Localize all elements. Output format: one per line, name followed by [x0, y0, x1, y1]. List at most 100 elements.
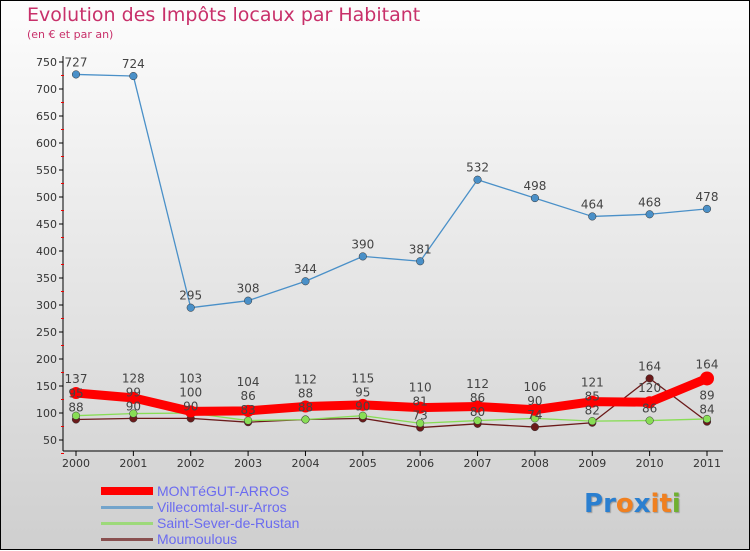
data-point — [129, 409, 138, 418]
data-point — [186, 303, 195, 312]
data-label: 83 — [240, 403, 255, 417]
data-label: 106 — [523, 380, 546, 394]
legend-swatch — [101, 537, 153, 541]
data-label: 88 — [68, 400, 83, 414]
data-point — [184, 405, 197, 418]
chart-title: Evolution des Impôts locaux par Habitant — [27, 4, 421, 26]
data-point — [645, 416, 654, 425]
data-label: 89 — [699, 389, 714, 403]
data-label: 100 — [179, 385, 202, 399]
legend: MONTéGUT-ARROS Villecomtal-sur-Arros Saint… — [101, 483, 299, 547]
data-label: 86 — [470, 391, 485, 405]
y-tick-label: 150 — [36, 380, 57, 393]
y-tick-label: 700 — [36, 83, 57, 96]
legend-label: Saint-Sever-de-Rustan — [157, 514, 300, 531]
data-label: 724 — [122, 57, 145, 71]
data-label: 73 — [413, 409, 428, 423]
y-tick-label: 650 — [36, 110, 57, 123]
x-tick-label: 2011 — [693, 457, 721, 470]
logo-letter: o — [615, 489, 634, 519]
y-tick-label: 550 — [36, 164, 57, 177]
data-label: 390 — [351, 237, 374, 251]
data-point — [299, 400, 312, 413]
data-label: 80 — [470, 405, 485, 419]
data-point — [645, 210, 654, 219]
data-label: 308 — [237, 282, 260, 296]
x-tick-label: 2002 — [177, 457, 205, 470]
data-label: 82 — [585, 404, 600, 418]
data-point — [530, 422, 539, 432]
data-point — [528, 403, 541, 416]
x-tick-label: 2009 — [578, 457, 606, 470]
legend-item: MONTéGUT-ARROS — [101, 483, 299, 499]
data-label: 86 — [642, 402, 657, 416]
data-point — [416, 419, 425, 428]
data-label: 112 — [466, 377, 489, 391]
data-point — [530, 194, 539, 203]
x-tick-label: 2003 — [234, 457, 262, 470]
data-label: 90 — [355, 399, 370, 413]
data-label: 74 — [527, 408, 542, 422]
data-point — [301, 277, 310, 286]
x-tick-label: 2004 — [291, 457, 319, 470]
data-label: 103 — [179, 371, 202, 385]
data-point — [416, 257, 425, 266]
x-tick-label: 2008 — [521, 457, 549, 470]
y-tick-label: 450 — [36, 218, 57, 231]
x-tick-label: 2001 — [119, 457, 147, 470]
logo-letter: x — [633, 489, 651, 519]
data-label: 464 — [581, 197, 604, 211]
data-label: 295 — [179, 289, 202, 303]
x-tick-label: 2007 — [464, 457, 492, 470]
data-point — [244, 296, 253, 305]
data-label: 344 — [294, 262, 317, 276]
data-label: 468 — [638, 195, 661, 209]
data-label: 85 — [585, 390, 600, 404]
data-point — [244, 416, 253, 425]
data-label: 498 — [523, 179, 546, 193]
data-point — [588, 212, 597, 221]
y-tick-label: 500 — [36, 191, 57, 204]
data-label: 81 — [413, 395, 428, 409]
y-tick-label: 300 — [36, 299, 57, 312]
data-label: 128 — [122, 371, 145, 385]
data-point — [473, 175, 482, 184]
x-tick-label: 2006 — [406, 457, 434, 470]
series-villecomtal-sur-arros — [71, 70, 712, 312]
logo-letter: r — [603, 489, 616, 519]
data-point — [471, 400, 484, 413]
data-label: 164 — [696, 357, 719, 371]
x-tick-label: 2010 — [636, 457, 664, 470]
data-label: 95 — [355, 385, 370, 399]
data-label: 95 — [68, 386, 83, 400]
legend-label: MONTéGUT-ARROS — [157, 482, 290, 499]
data-label: 90 — [126, 399, 141, 413]
legend-swatch — [101, 521, 153, 525]
proxiti-logo: Proxiti — [584, 489, 681, 519]
legend-swatch — [101, 487, 153, 495]
data-point — [71, 70, 81, 79]
y-tick-label: 50 — [43, 434, 57, 447]
legend-item: Villecomtal-sur-Arros — [101, 499, 299, 515]
data-label: 381 — [409, 242, 432, 256]
logo-letter: i — [650, 489, 660, 519]
data-label: 478 — [696, 190, 719, 204]
data-point — [586, 395, 599, 408]
data-point — [358, 411, 367, 420]
data-label: 164 — [638, 359, 661, 373]
data-label: 88 — [298, 400, 313, 414]
data-point — [645, 374, 654, 383]
logo-letter: i — [671, 489, 681, 519]
data-point — [356, 398, 369, 411]
data-label: 112 — [294, 372, 317, 386]
legend-item: Moumoulous — [101, 531, 299, 547]
series-line — [75, 73, 708, 309]
data-label: 137 — [65, 372, 88, 386]
data-point — [473, 416, 482, 425]
x-tick-label: 2005 — [349, 457, 377, 470]
data-point — [702, 414, 712, 423]
legend-label: Villecomtal-sur-Arros — [157, 498, 287, 515]
series-line — [75, 377, 708, 429]
